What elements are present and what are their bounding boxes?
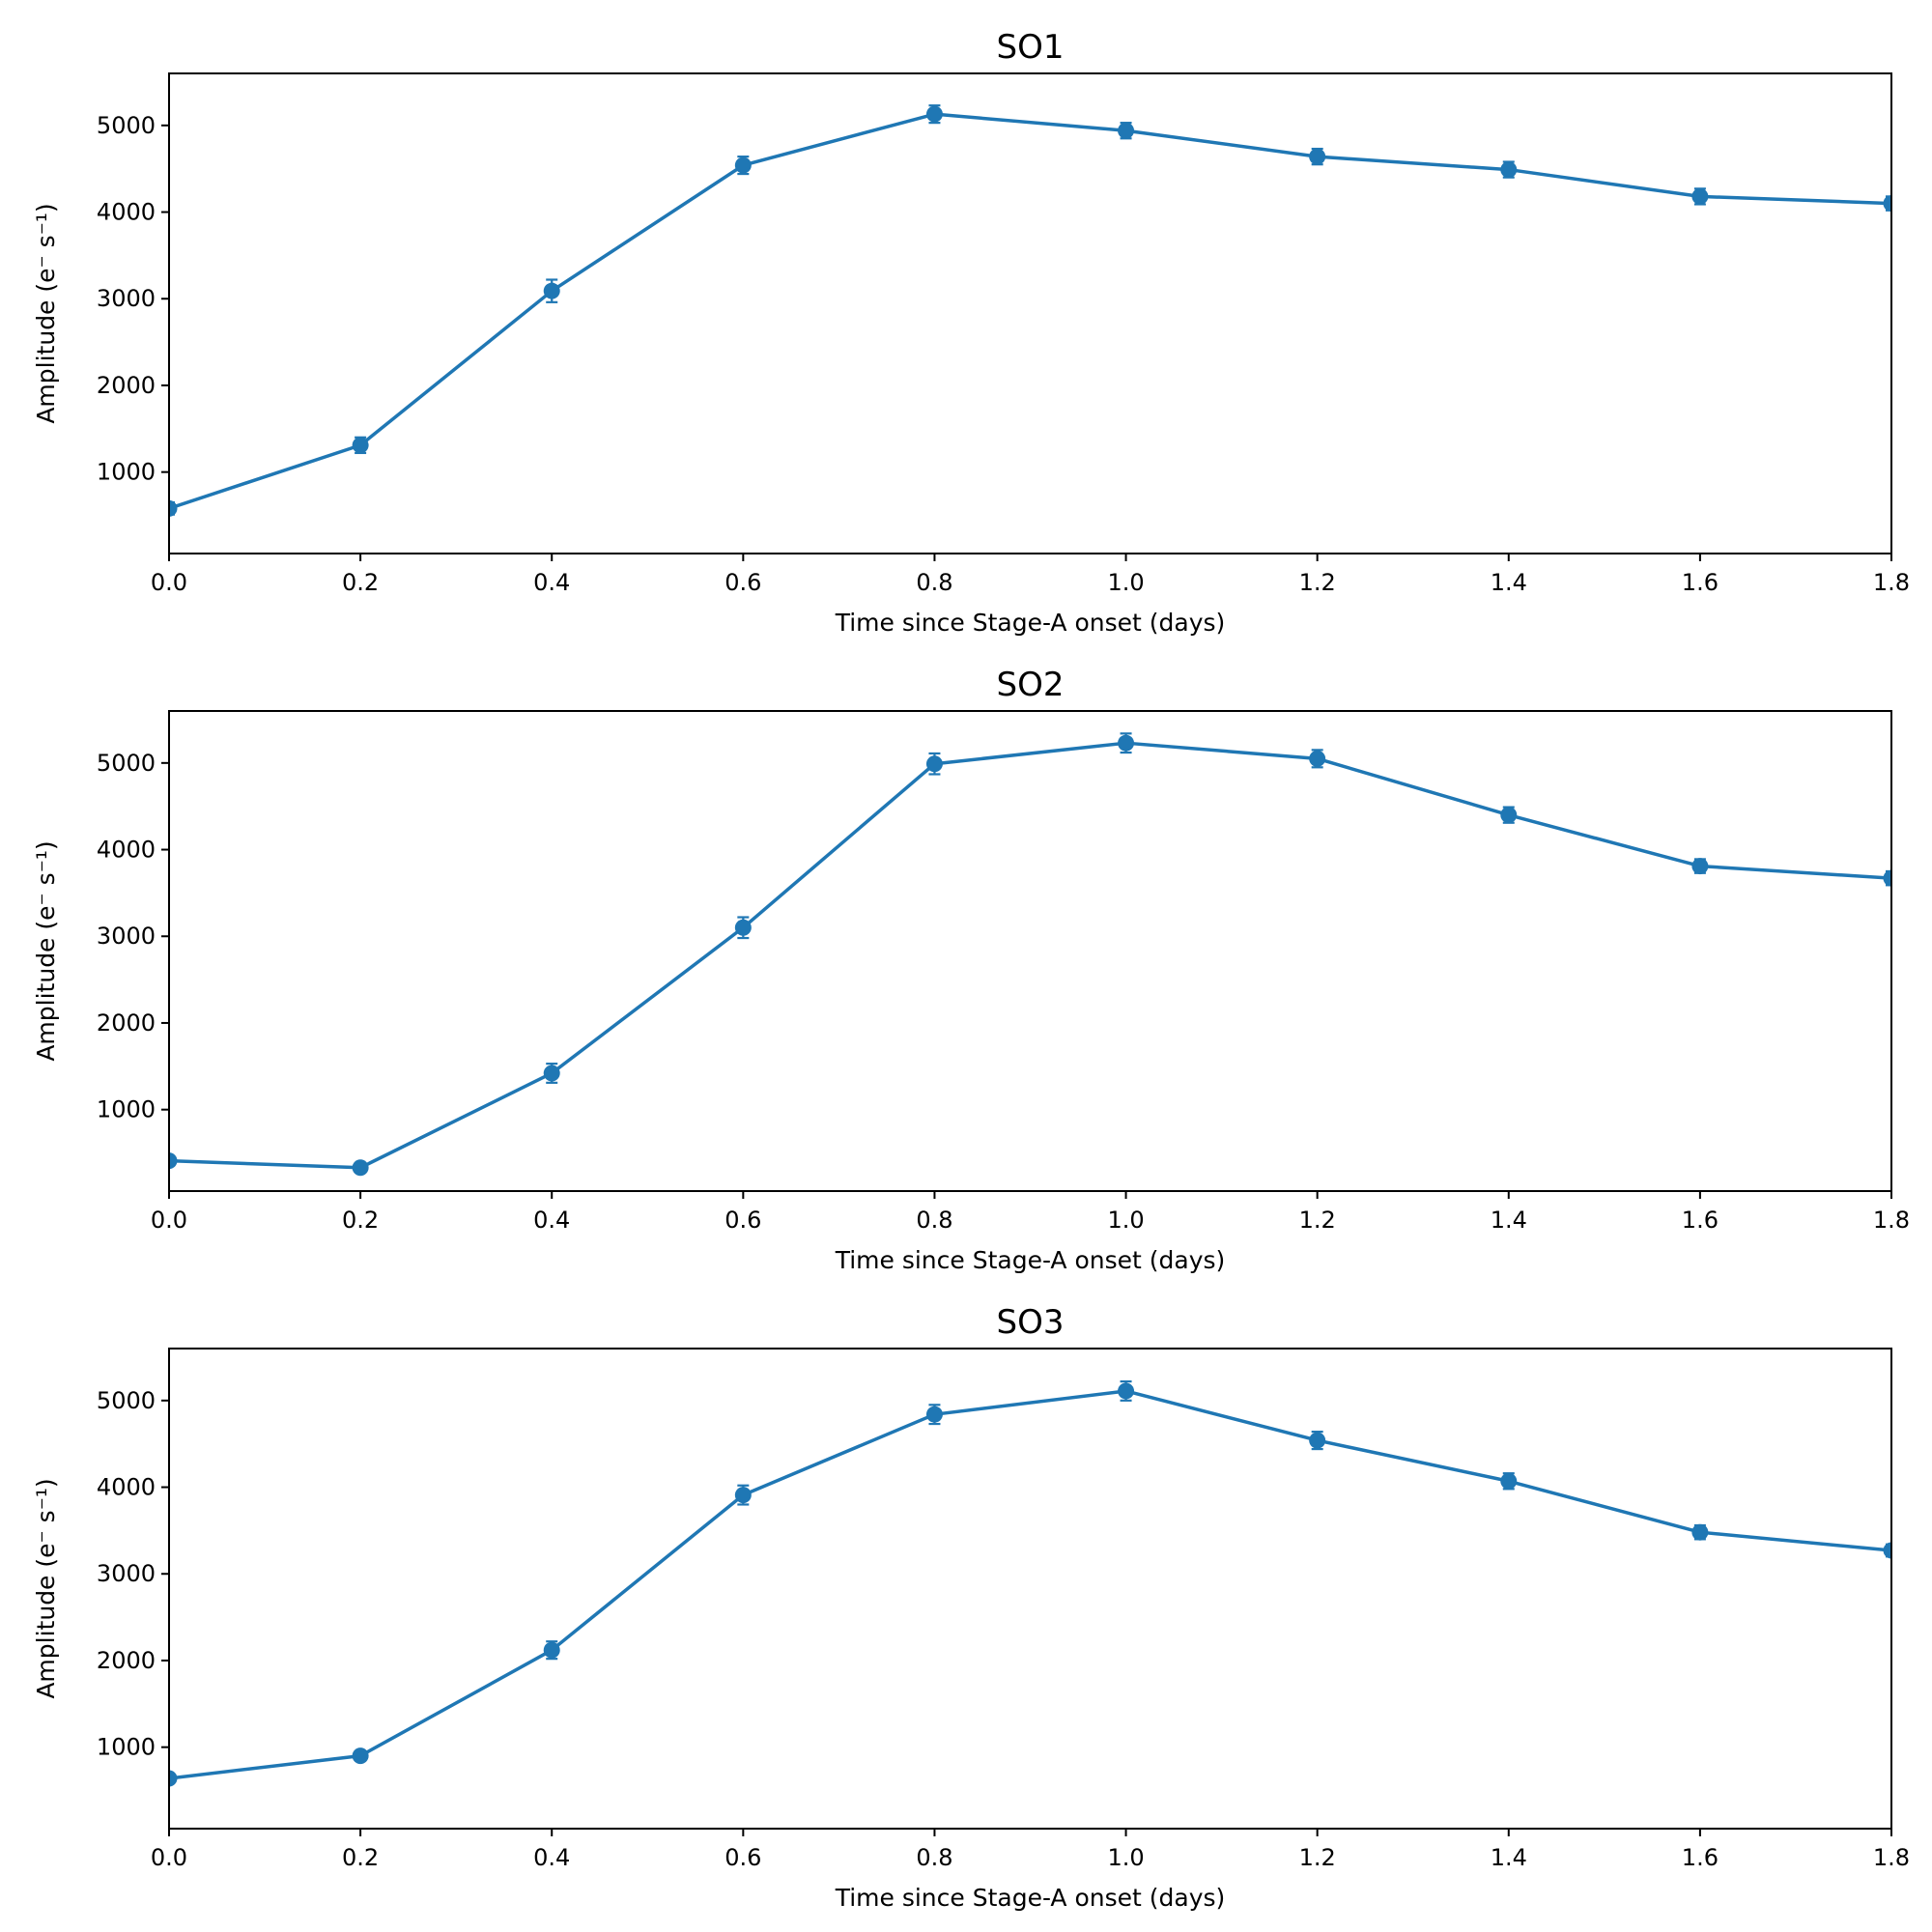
panel-title: SO1 (997, 28, 1065, 67)
data-point (1309, 750, 1326, 767)
y-axis-label: Amplitude (e⁻ s⁻¹) (32, 840, 60, 1061)
x-tick-label: 0.4 (533, 569, 570, 596)
data-point (169, 499, 178, 517)
y-tick-label: 2000 (97, 1009, 156, 1037)
panel-3: SO3 0.0 0.2 0.4 0.6 0.8 1.0 1.2 1.4 1.6 1.8 1000 200… (32, 1303, 1910, 1912)
data-point (1118, 1382, 1135, 1400)
data-point (1500, 807, 1518, 824)
panel-1: SO1 0.0 0.2 0.4 0.6 0.8 1.0 1.2 1.4 1.6 1.8 1000 200… (32, 28, 1910, 637)
x-tick-label: 1.2 (1299, 569, 1336, 596)
data-point (734, 919, 752, 936)
x-tick-label: 0.0 (151, 1844, 187, 1871)
data-point (1691, 1523, 1709, 1541)
y-tick-label: 1000 (97, 1734, 156, 1761)
x-tick-label: 0.4 (533, 1207, 570, 1234)
data-point (352, 437, 369, 454)
series-line (169, 741, 1891, 1170)
data-point (734, 1487, 752, 1504)
series-line (169, 1389, 1891, 1780)
x-tick-label: 1.4 (1491, 1207, 1527, 1234)
y-tick-label: 3000 (97, 285, 156, 312)
data-point (925, 755, 943, 773)
y-tick-label: 5000 (97, 112, 156, 139)
data-point (543, 1065, 560, 1082)
x-tick-label: 1.4 (1491, 1844, 1527, 1871)
x-axis-label: Time since Stage-A onset (days) (835, 1246, 1226, 1274)
data-point (1309, 148, 1326, 165)
data-point (925, 1406, 943, 1423)
y-tick-label: 2000 (97, 1647, 156, 1674)
x-tick-label: 0.6 (724, 1844, 761, 1871)
data-point (1118, 122, 1135, 139)
data-point (1691, 858, 1709, 875)
x-tick-label: 0.2 (342, 1207, 379, 1234)
y-tick-label: 4000 (97, 837, 156, 864)
data-point (1883, 1542, 1891, 1559)
data-point (352, 1747, 369, 1765)
x-tick-label: 1.0 (1107, 1207, 1144, 1234)
axes-frame (168, 710, 1892, 1192)
x-tick-label: 1.6 (1682, 569, 1719, 596)
x-tick-label: 1.8 (1873, 569, 1910, 596)
x-axis-label: Time since Stage-A onset (days) (835, 1884, 1226, 1912)
data-point (169, 1770, 178, 1787)
data-point (543, 1641, 560, 1659)
x-tick-label: 1.2 (1299, 1844, 1336, 1871)
x-tick-label: 0.0 (151, 1207, 187, 1234)
x-tick-label: 0.8 (916, 569, 952, 596)
x-tick-label: 0.6 (724, 569, 761, 596)
data-point (1883, 195, 1891, 213)
y-tick-label: 4000 (97, 199, 156, 226)
y-axis-label: Amplitude (e⁻ s⁻¹) (32, 203, 60, 423)
x-tick-label: 0.0 (151, 569, 187, 596)
x-tick-label: 1.4 (1491, 569, 1527, 596)
x-tick-label: 1.2 (1299, 1207, 1336, 1234)
panel-2: SO2 0.0 0.2 0.4 0.6 0.8 1.0 1.2 1.4 1.6 1.8 1000 200… (32, 666, 1910, 1274)
data-point (1883, 869, 1891, 887)
x-tick-label: 0.2 (342, 569, 379, 596)
y-tick-label: 3000 (97, 923, 156, 950)
data-point (1500, 1472, 1518, 1490)
series-line (169, 112, 1891, 511)
y-tick-label: 3000 (97, 1560, 156, 1587)
y-tick-label: 1000 (97, 1096, 156, 1123)
y-tick-label: 5000 (97, 1387, 156, 1414)
x-tick-label: 1.8 (1873, 1844, 1910, 1871)
x-tick-label: 0.4 (533, 1844, 570, 1871)
data-point (169, 1152, 178, 1170)
data-point (1500, 161, 1518, 179)
plot-area (169, 732, 1891, 1177)
y-tick-label: 1000 (97, 459, 156, 486)
x-tick-label: 1.6 (1682, 1844, 1719, 1871)
plot-area (169, 104, 1891, 517)
plot-area (169, 1379, 1891, 1787)
x-tick-label: 0.8 (916, 1844, 952, 1871)
data-point (1309, 1432, 1326, 1449)
x-tick-label: 1.0 (1107, 569, 1144, 596)
x-tick-label: 0.6 (724, 1207, 761, 1234)
data-point (543, 282, 560, 299)
x-axis-label: Time since Stage-A onset (days) (835, 609, 1226, 637)
data-point (1118, 734, 1135, 752)
y-tick-label: 4000 (97, 1474, 156, 1501)
data-point (352, 1159, 369, 1177)
axes-frame (168, 72, 1892, 554)
x-tick-label: 1.6 (1682, 1207, 1719, 1234)
panel-title: SO3 (997, 1303, 1065, 1342)
panel-title: SO2 (997, 666, 1065, 704)
data-point (925, 105, 943, 123)
data-point (734, 156, 752, 174)
x-tick-label: 0.8 (916, 1207, 952, 1234)
y-axis-label: Amplitude (e⁻ s⁻¹) (32, 1478, 60, 1698)
x-tick-label: 0.2 (342, 1844, 379, 1871)
x-tick-label: 1.8 (1873, 1207, 1910, 1234)
x-tick-label: 1.0 (1107, 1844, 1144, 1871)
data-point (1691, 187, 1709, 205)
y-tick-label: 2000 (97, 372, 156, 399)
y-tick-label: 5000 (97, 750, 156, 777)
axes-frame (168, 1348, 1892, 1830)
